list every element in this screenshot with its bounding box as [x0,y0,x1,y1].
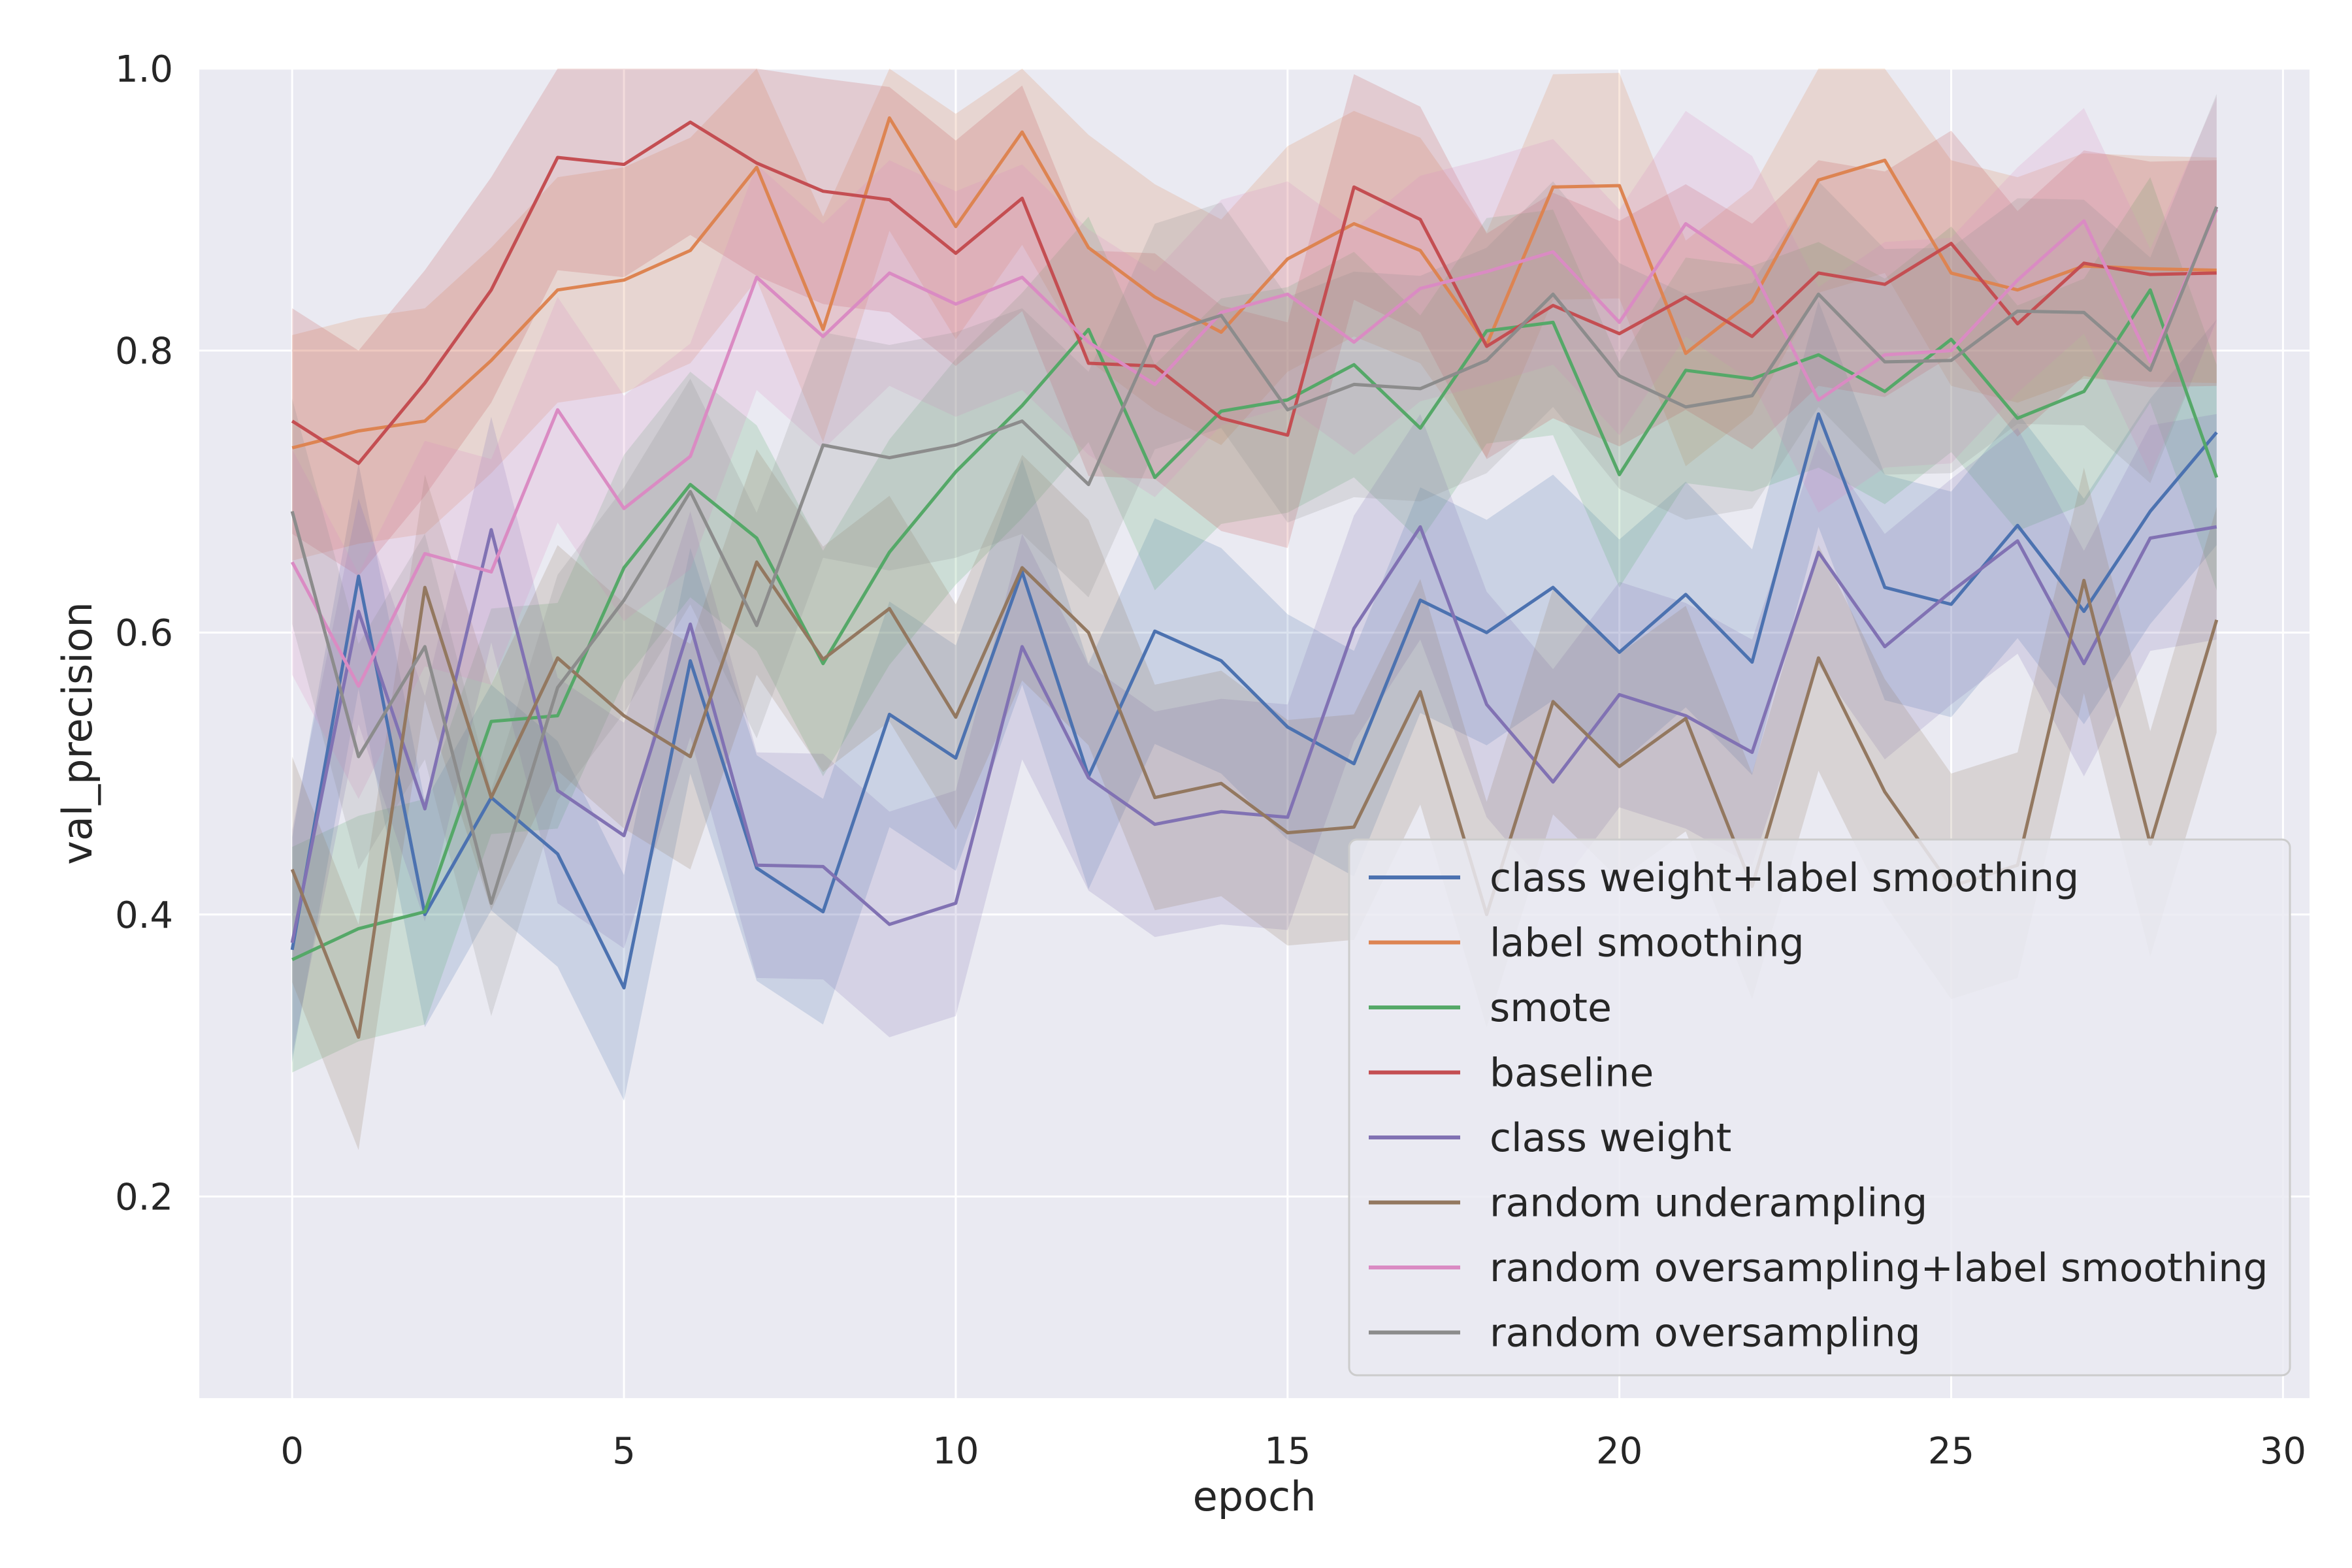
grid [199,67,2310,1398]
line-series-1 [291,116,2217,449]
band-series-2 [292,177,2217,1073]
y-axis-ticks: 0.2 0.4 0.6 0.8 1.0 [115,48,173,1218]
x-axis-label: epoch [1193,1473,1316,1520]
x-tick-label: 0 [280,1430,304,1473]
legend-entry-label: random oversampling+label smoothing [1490,1245,2268,1291]
band-series-0 [292,301,2217,1101]
legend-entry-label: class weight [1490,1115,1731,1161]
line-series-7 [290,206,2219,905]
line-series-3 [291,120,2217,465]
line-series-4 [290,525,2217,943]
x-tick-label: 30 [2260,1430,2306,1473]
y-tick-label: 0.4 [115,894,173,937]
band-series-3 [292,69,2217,576]
band-series-6 [292,97,2217,799]
x-tick-label: 20 [1596,1430,1642,1473]
line-series-2 [291,288,2219,962]
legend-entry-label: smote [1490,985,1612,1031]
y-tick-label: 0.2 [115,1176,173,1218]
x-tick-label: 5 [612,1430,636,1473]
x-tick-label: 15 [1264,1430,1311,1473]
line-series-6 [290,208,2219,688]
legend-entry-label: random oversampling [1490,1311,1921,1356]
y-tick-label: 1.0 [115,48,173,91]
series-lines [290,116,2219,1039]
legend-entry-label: baseline [1490,1051,1654,1096]
line-series-5 [290,560,2219,1039]
legend-entry-label: class weight+label smoothing [1490,855,2079,901]
x-tick-label: 25 [1928,1430,1974,1473]
legend-entry-label: label smoothing [1490,921,1805,966]
line-series-0 [290,412,2218,990]
band-series-1 [292,69,2217,561]
x-tick-label: 10 [932,1430,979,1473]
band-series-4 [292,414,2217,1056]
legend-box [1348,838,2291,1377]
y-tick-label: 0.6 [115,612,173,655]
x-axis-ticks: 0 5 10 15 20 25 30 [280,1430,2306,1473]
legend: class weight+label smoothing label smooth… [1348,838,2291,1377]
legend-entry-label: random underampling [1490,1181,1927,1226]
confidence-bands [292,69,2217,1151]
y-tick-label: 0.8 [115,331,173,373]
band-series-7 [292,93,2217,1017]
band-series-5 [292,449,2217,1151]
y-axis-label: val_precision [54,602,101,865]
